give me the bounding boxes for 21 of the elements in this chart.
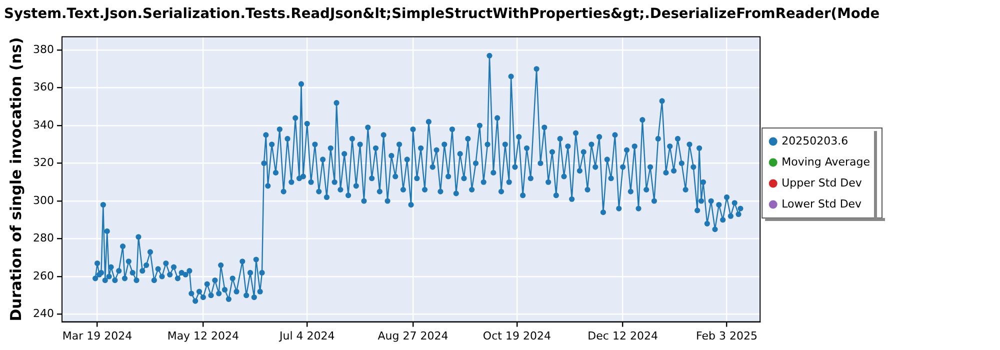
y-axis-title: Duration of single invocation (ns): [6, 37, 25, 322]
y-tick-label: 340: [32, 118, 54, 132]
y-tick-label: 240: [32, 307, 54, 320]
legend-label: Moving Average: [782, 155, 870, 168]
y-tick-label: 260: [32, 269, 54, 282]
y-tick-label: 380: [32, 42, 54, 56]
legend-label: Lower Std Dev: [782, 197, 862, 210]
x-tick-label: Aug 27 2024: [378, 329, 448, 342]
y-tick-label: 280: [32, 232, 54, 245]
legend-label: 20250203.6: [782, 134, 848, 148]
x-tick-label: Mar 19 2024: [62, 329, 132, 342]
x-tick-label: May 12 2024: [167, 329, 240, 342]
y-tick-label: 360: [32, 80, 54, 94]
y-tick-label: 300: [32, 194, 54, 207]
x-tick-label: Dec 12 2024: [588, 329, 658, 342]
x-tick-label: Oct 19 2024: [482, 329, 551, 342]
x-tick-label: Feb 3 2025: [696, 329, 758, 342]
y-tick-label: 320: [32, 156, 54, 170]
chart-title: System.Text.Json.Serialization.Tests.ReadJson&lt;SimpleStructWithProperties&gt;.DeserializeFromReader(Mode: [4, 6, 880, 22]
legend-label: Upper Std Dev: [782, 176, 862, 190]
x-tick-label: Jul 4 2024: [278, 329, 335, 342]
